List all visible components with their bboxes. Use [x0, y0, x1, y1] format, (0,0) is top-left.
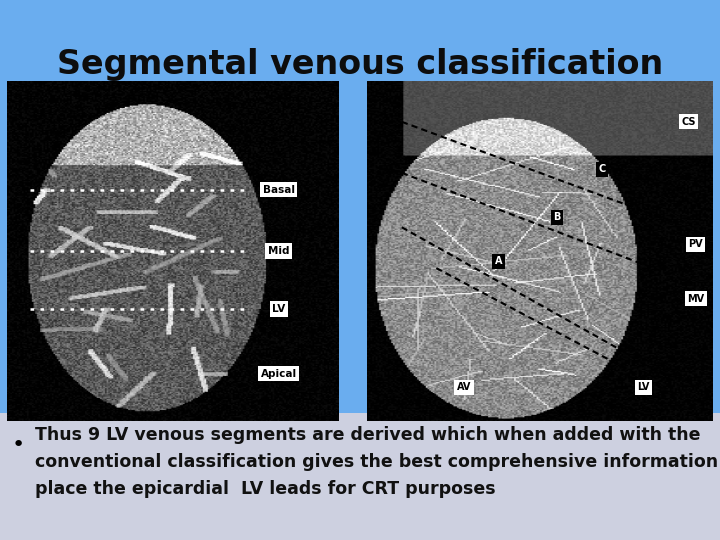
Text: LV: LV: [272, 304, 285, 314]
FancyBboxPatch shape: [0, 0, 720, 421]
Text: Mid: Mid: [268, 246, 289, 256]
Text: A: A: [495, 256, 503, 266]
Text: Thus 9 LV venous segments are derived which when added with the: Thus 9 LV venous segments are derived wh…: [35, 426, 700, 444]
Text: B: B: [554, 212, 561, 222]
Text: MV: MV: [687, 294, 704, 303]
Text: •: •: [12, 435, 24, 456]
FancyBboxPatch shape: [0, 413, 720, 540]
Text: Apical: Apical: [261, 369, 297, 379]
FancyBboxPatch shape: [0, 421, 720, 540]
Text: PV: PV: [688, 239, 703, 249]
Text: LV: LV: [637, 382, 650, 392]
Text: C: C: [598, 165, 606, 174]
Text: CS: CS: [681, 117, 696, 127]
Text: AV: AV: [456, 382, 471, 392]
Text: Segmental venous classification: Segmental venous classification: [57, 48, 663, 82]
Text: conventional classification gives the best comprehensive information to: conventional classification gives the be…: [35, 453, 720, 471]
Text: Basal: Basal: [263, 185, 294, 195]
Text: place the epicardial  LV leads for CRT purposes: place the epicardial LV leads for CRT pu…: [35, 480, 495, 498]
